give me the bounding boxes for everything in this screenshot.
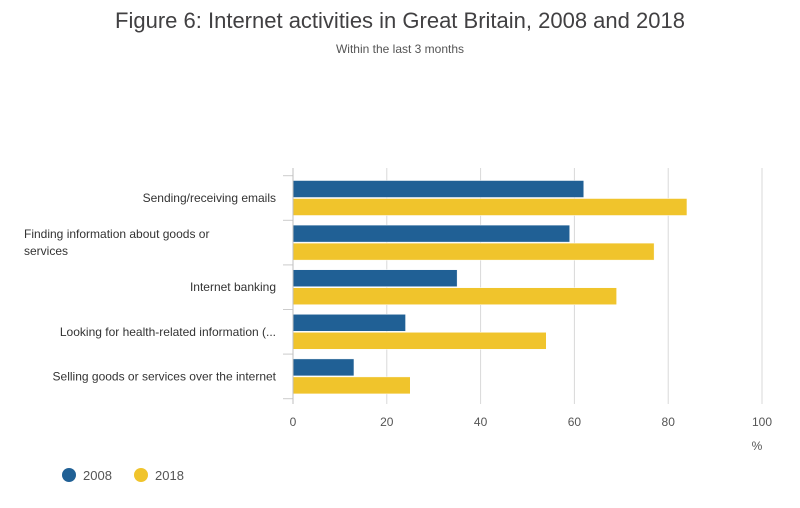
category-label: Finding information about goods or [24, 227, 209, 241]
x-axis-label: % [752, 439, 763, 453]
bar-2008 [292, 269, 458, 287]
category-label: Selling goods or services over the inter… [53, 369, 277, 383]
bar-2018 [292, 332, 547, 350]
bar-2008 [292, 314, 406, 332]
x-tick-label: 20 [380, 415, 394, 429]
bar-2008 [292, 224, 570, 243]
x-tick-label: 100 [752, 415, 772, 429]
category-label: Looking for health-related information (… [60, 325, 276, 339]
category-label: services [24, 244, 68, 258]
legend-marker-2018 [134, 468, 148, 482]
bar-2018 [292, 287, 617, 305]
chart-title: Figure 6: Internet activities in Great B… [115, 8, 685, 33]
x-tick-label: 80 [662, 415, 676, 429]
bar-2008 [292, 180, 585, 198]
bar-2008 [292, 358, 355, 377]
category-label: Internet banking [190, 280, 276, 294]
bar-2018 [292, 376, 411, 395]
bar-2018 [292, 198, 688, 216]
legend-marker-2008 [62, 468, 76, 482]
legend-label: 2018 [155, 468, 184, 483]
x-tick-label: 0 [290, 415, 297, 429]
x-tick-label: 40 [474, 415, 488, 429]
bar-2018 [292, 242, 655, 261]
legend-label: 2008 [83, 468, 112, 483]
category-label: Sending/receiving emails [143, 191, 276, 205]
x-tick-label: 60 [568, 415, 582, 429]
chart-subtitle: Within the last 3 months [335, 42, 465, 56]
